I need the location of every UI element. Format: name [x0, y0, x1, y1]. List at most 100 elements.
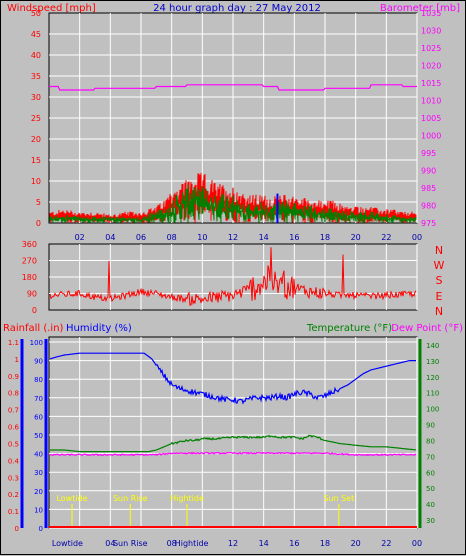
- wind-x-tick-label: 02: [75, 233, 85, 242]
- humidity-y-tick-label: 40: [34, 451, 43, 459]
- rainfall-y-tick-label: 0.2: [8, 491, 19, 499]
- temperature-y-tick-label: 120: [426, 374, 439, 382]
- humidity-axis-title: Humidity (%): [66, 323, 132, 334]
- rainfall-y-tick-label: 0.9: [8, 373, 19, 381]
- climate-x-tick-label: 18: [320, 539, 330, 548]
- barometer-series: [49, 84, 417, 91]
- barometer-y-tick-label: 975: [421, 219, 436, 228]
- wind-y-tick-label: 45: [31, 30, 41, 39]
- barometer-y-tick-label: 1015: [421, 79, 441, 88]
- wind-y-tick-label: 5: [36, 198, 41, 207]
- dewpoint-axis-title: Dew Point (°F): [391, 323, 463, 334]
- climate-x-tick-label: Lowtide: [52, 539, 83, 548]
- climate-x-tick-label: Sun Rise: [113, 539, 148, 548]
- barometer-y-tick-label: 995: [421, 149, 436, 158]
- climate-x-tick-label: 04: [105, 539, 115, 548]
- barometer-y-tick-label: 1005: [421, 114, 441, 123]
- rainfall-y-tick-label: 0.8: [8, 390, 19, 398]
- wind-x-tick-label: 22: [381, 233, 391, 242]
- rainfall-y-tick-label: 0.1: [8, 508, 19, 516]
- wind-x-tick-label: 10: [197, 233, 207, 242]
- direction-y-tick-label: 270: [22, 257, 37, 266]
- event-label: Sun Set: [323, 494, 354, 503]
- event-label: Lowtide: [56, 494, 87, 503]
- direction-y-tick-label: 180: [22, 273, 37, 282]
- humidity-y-tick-label: 80: [34, 376, 43, 384]
- humidity-y-tick-label: 50: [34, 432, 43, 440]
- climate-x-tick-label: 14: [259, 539, 269, 548]
- climate-x-tick-label: 00: [412, 539, 422, 548]
- temperature-y-tick-label: 60: [426, 469, 435, 477]
- rainfall-y-tick-label: 0.4: [8, 457, 20, 465]
- windspeed-axis-title: Windspeed [mph]: [7, 3, 96, 14]
- wind-y-tick-label: 25: [31, 114, 41, 123]
- barometer-y-tick-label: 1020: [421, 62, 441, 71]
- wind-y-tick-label: 40: [31, 51, 41, 60]
- barometer-y-tick-label: 1035: [421, 9, 441, 18]
- direction-y-tick-label: 360: [22, 240, 37, 249]
- wind-x-tick-label: 16: [289, 233, 299, 242]
- event-label: Sun Rise: [113, 494, 148, 503]
- wind-x-tick-label: 00: [412, 233, 422, 242]
- climate-x-tick-label: 20: [351, 539, 361, 548]
- barometer-y-tick-label: 1025: [421, 44, 441, 53]
- climate-x-tick-label: 16: [289, 539, 299, 548]
- climate-x-tick-label: 12: [228, 539, 238, 548]
- wind-y-tick-label: 35: [31, 72, 41, 81]
- temperature-y-tick-label: 80: [426, 437, 435, 445]
- temperature-y-tick-label: 70: [426, 453, 435, 461]
- humidity-series: [49, 352, 416, 405]
- rainfall-y-tick-label: 0.5: [8, 440, 19, 448]
- rainfall-y-tick-label: 0.3: [8, 474, 19, 482]
- rainfall-y-tick-label: 0: [15, 525, 19, 533]
- temperature-y-tick-label: 50: [426, 485, 435, 493]
- chart-marks: 0510152025303540455097598098599099510001…: [8, 9, 442, 548]
- humidity-y-tick-label: 60: [34, 413, 43, 421]
- barometer-axis-title: Barometer [mb]: [380, 3, 460, 14]
- temperature-series: [50, 434, 417, 453]
- chart-title: 24 hour graph day : 27 May 2012: [153, 3, 321, 14]
- rainfall-y-tick-label: 0.7: [8, 407, 19, 415]
- barometer-y-tick-label: 980: [421, 202, 436, 211]
- compass-s: S: [436, 274, 443, 287]
- barometer-y-tick-label: 1030: [421, 27, 441, 36]
- barometer-y-tick-label: 1000: [421, 132, 441, 141]
- wind-y-tick-label: 15: [31, 156, 41, 165]
- temperature-y-tick-label: 130: [426, 358, 439, 366]
- rainfall-y-tick-label: 1.1: [8, 339, 19, 347]
- humidity-y-tick-label: 10: [34, 506, 43, 514]
- climate-x-tick-label: 22: [381, 539, 391, 548]
- wind-x-tick-label: 06: [136, 233, 146, 242]
- temperature-y-tick-label: 30: [426, 517, 435, 525]
- wind-x-tick-label: 20: [351, 233, 361, 242]
- barometer-y-tick-label: 985: [421, 184, 436, 193]
- wind-x-tick-label: 12: [228, 233, 238, 242]
- wind-y-tick-label: 50: [31, 9, 41, 18]
- dewpoint-series: [49, 451, 417, 457]
- temperature-y-tick-label: 90: [426, 422, 435, 430]
- wind-y-tick-label: 10: [31, 177, 41, 186]
- humidity-y-tick-label: 70: [34, 395, 43, 403]
- compass-w: W: [434, 259, 445, 272]
- humidity-y-tick-label: 20: [34, 488, 43, 496]
- temperature-axis-title: Temperature (°F): [306, 323, 392, 334]
- humidity-y-tick-label: 30: [34, 469, 43, 477]
- humidity-y-tick-label: 90: [34, 358, 43, 366]
- wind-y-tick-label: 0: [36, 219, 41, 228]
- wind-y-tick-label: 30: [31, 93, 41, 102]
- climate-x-tick-label: 08: [167, 539, 177, 548]
- compass-e: E: [436, 290, 443, 303]
- wind-average-series: [49, 184, 417, 224]
- rainfall-axis-title: Rainfall (.in): [3, 323, 64, 334]
- humidity-y-tick-label: 0: [39, 525, 43, 533]
- rainfall-y-tick-label: 1: [15, 356, 19, 364]
- temperature-y-tick-label: 100: [426, 406, 439, 414]
- temperature-y-tick-label: 40: [426, 501, 435, 509]
- direction-y-tick-label: 90: [27, 290, 37, 299]
- wind-x-tick-label: 18: [320, 233, 330, 242]
- humidity-y-tick-label: 100: [30, 339, 43, 347]
- temperature-y-tick-label: 110: [426, 390, 439, 398]
- direction-series: [49, 247, 417, 306]
